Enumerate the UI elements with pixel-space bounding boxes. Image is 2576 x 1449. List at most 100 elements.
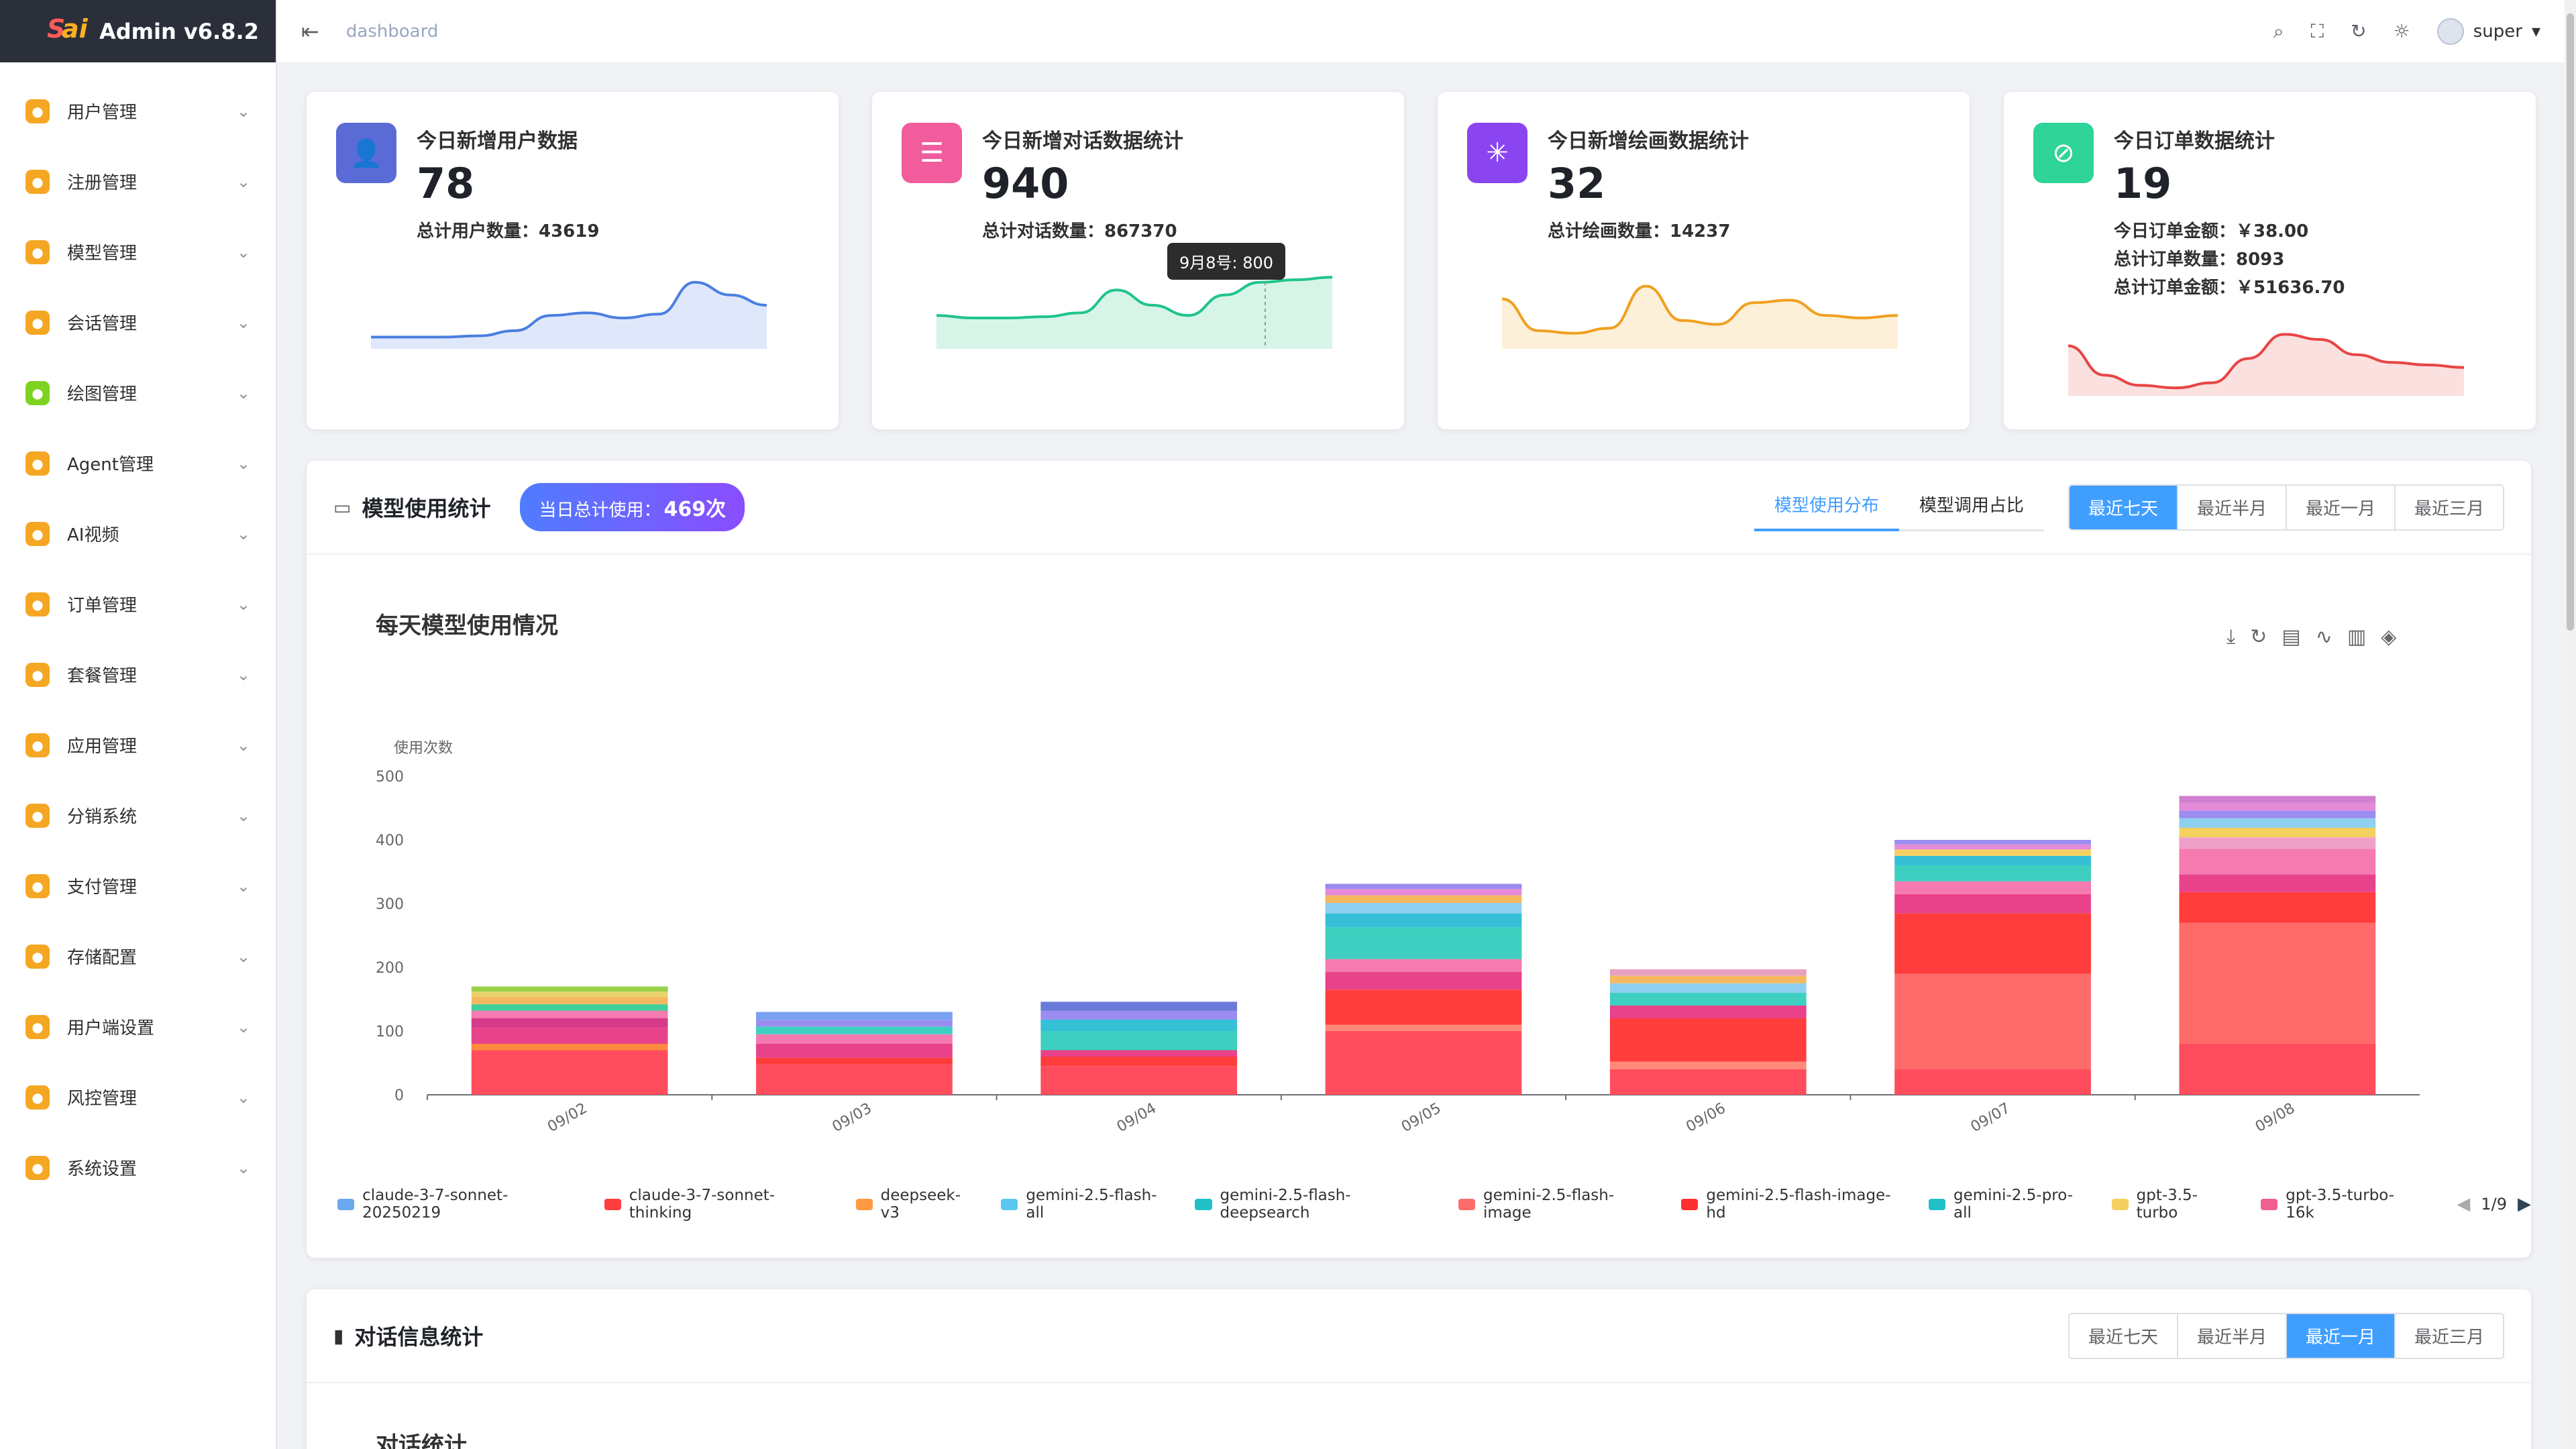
- bar-segment: [1609, 975, 1807, 983]
- distribution-icon: ●: [25, 803, 50, 828]
- stat-card: ☰ 今日新增对话数据统计 940 总计对话数量：867370 9月8号: 800: [872, 92, 1404, 429]
- tab-model-ratio[interactable]: 模型调用占比: [1919, 495, 2024, 516]
- x-tick-label: 09/08: [2253, 1100, 2298, 1136]
- stat-sub-value: 总计订单金额：￥51636.70: [2114, 278, 2345, 298]
- data-view-icon[interactable]: ▤: [2282, 625, 2301, 649]
- x-tick-label: 09/03: [829, 1100, 874, 1136]
- sidebar-item[interactable]: ● 存储配置 ⌄: [0, 921, 276, 991]
- legend-item[interactable]: gpt-3.5-turbo: [2111, 1187, 2236, 1222]
- range-3-months[interactable]: 最近三月: [2395, 485, 2503, 529]
- sidebar-item[interactable]: ● 套餐管理 ⌄: [0, 639, 276, 710]
- sidebar-item[interactable]: ● 应用管理 ⌄: [0, 710, 276, 780]
- dialog-chart-title: 对话统计: [376, 1432, 467, 1449]
- sidebar-item[interactable]: ● 注册管理 ⌄: [0, 146, 276, 217]
- restore-icon[interactable]: ↻: [2250, 625, 2267, 649]
- legend-item[interactable]: gemini-2.5-flash-image: [1458, 1187, 1656, 1222]
- sidebar-item[interactable]: ● 用户管理 ⌄: [0, 76, 276, 146]
- sidebar-item-label: 风控管理: [67, 1089, 138, 1109]
- sidebar-item[interactable]: ● 支付管理 ⌄: [0, 851, 276, 921]
- bar-chart-icon[interactable]: ▥: [2347, 625, 2367, 649]
- collapse-sidebar-icon[interactable]: ⇤: [301, 18, 319, 44]
- bar-segment: [1894, 1069, 2091, 1095]
- line-chart-icon[interactable]: ∿: [2315, 625, 2332, 649]
- sidebar-item-label: 支付管理: [67, 877, 138, 898]
- sidebar-item[interactable]: ● AI视频 ⌄: [0, 498, 276, 569]
- dialog-range-half-month[interactable]: 最近半月: [2178, 1313, 2287, 1358]
- sidebar-item[interactable]: ● 分销系统 ⌄: [0, 780, 276, 851]
- dialog-range-3-months[interactable]: 最近三月: [2395, 1313, 2503, 1358]
- paint-icon: ●: [25, 380, 50, 405]
- sidebar-item[interactable]: ● 系统设置 ⌄: [0, 1132, 276, 1203]
- legend-item[interactable]: claude-3-7-sonnet-20250219: [337, 1187, 579, 1222]
- bar-segment: [2179, 796, 2376, 803]
- video-icon: ●: [25, 521, 50, 546]
- dialog-stats-header: ▮ 对话信息统计 最近七天 最近半月 最近一月 最近三月: [307, 1289, 2531, 1383]
- bar-segment: [1325, 1024, 1522, 1031]
- bar-segment: [1894, 913, 2091, 974]
- legend-item[interactable]: gemini-2.5-flash-all: [1001, 1187, 1169, 1222]
- bar-segment: [1609, 1006, 1807, 1018]
- legend-item[interactable]: claude-3-7-sonnet-thinking: [604, 1187, 830, 1222]
- sidebar-item[interactable]: ● 用户端设置 ⌄: [0, 991, 276, 1062]
- user-menu[interactable]: super ▾: [2436, 17, 2540, 45]
- bar-segment: [1894, 894, 2091, 914]
- bar-segment: [2179, 849, 2376, 875]
- client-settings-icon: ●: [25, 1014, 50, 1039]
- chevron-down-icon: ⌄: [236, 383, 250, 402]
- sparkline-area: [2068, 334, 2464, 396]
- sidebar-item-label: 订单管理: [67, 596, 138, 616]
- sidebar-item-label: 绘图管理: [67, 384, 138, 405]
- sidebar-item[interactable]: ● 会话管理 ⌄: [0, 287, 276, 358]
- sidebar-item-label: 应用管理: [67, 737, 138, 757]
- fullscreen-icon[interactable]: ⛶: [2310, 19, 2324, 42]
- bar-segment: [1040, 1002, 1238, 1011]
- tab-model-distribution[interactable]: 模型使用分布: [1754, 484, 1899, 531]
- bar-segment: [756, 1057, 953, 1065]
- x-tick-label: 09/04: [1114, 1100, 1159, 1136]
- stack-icon[interactable]: ◈: [2381, 625, 2397, 649]
- sparkline-area: [1502, 286, 1898, 349]
- bar-segment: [2179, 892, 2376, 923]
- dialog-range-1-month[interactable]: 最近一月: [2286, 1313, 2396, 1358]
- package-icon: ●: [25, 662, 50, 687]
- bar-segment: [756, 1064, 953, 1095]
- legend-item[interactable]: gemini-2.5-flash-image-hd: [1681, 1187, 1903, 1222]
- refresh-icon[interactable]: ↻: [2351, 20, 2367, 42]
- download-icon[interactable]: ⤓: [2226, 625, 2236, 649]
- sidebar-item[interactable]: ● 绘图管理 ⌄: [0, 358, 276, 428]
- legend-swatch: [1458, 1198, 1476, 1210]
- legend-item[interactable]: deepseek-v3: [855, 1187, 976, 1222]
- legend-prev-icon[interactable]: ◀: [2457, 1194, 2471, 1214]
- sidebar-item[interactable]: ● 模型管理 ⌄: [0, 217, 276, 287]
- legend-next-icon[interactable]: ▶: [2517, 1194, 2531, 1214]
- stat-value: 940: [982, 159, 1069, 208]
- sidebar-item[interactable]: ● Agent管理 ⌄: [0, 428, 276, 498]
- range-7-days[interactable]: 最近七天: [2069, 485, 2178, 529]
- range-1-month[interactable]: 最近一月: [2286, 485, 2396, 529]
- bar-segment: [756, 1020, 953, 1027]
- bar-segment: [1609, 1018, 1807, 1062]
- avatar: [2436, 17, 2464, 45]
- legend-item[interactable]: gemini-2.5-flash-deepsearch: [1195, 1187, 1433, 1222]
- breadcrumb[interactable]: dashboard: [345, 21, 439, 42]
- storage-icon: ●: [25, 944, 50, 969]
- legend-item[interactable]: gemini-2.5-pro-all: [1928, 1187, 2086, 1222]
- dialog-range-7-days[interactable]: 最近七天: [2069, 1313, 2178, 1358]
- page-scrollbar[interactable]: [2565, 0, 2576, 1449]
- range-half-month[interactable]: 最近半月: [2178, 485, 2287, 529]
- sidebar-item[interactable]: ● 订单管理 ⌄: [0, 569, 276, 639]
- legend-swatch: [855, 1198, 873, 1210]
- sparkline-area: [936, 277, 1332, 349]
- sidebar-item[interactable]: ● 风控管理 ⌄: [0, 1062, 276, 1132]
- legend-swatch: [1001, 1198, 1018, 1210]
- theme-sun-icon[interactable]: ☼: [2393, 20, 2410, 42]
- bar-segment: [1040, 1057, 1238, 1067]
- scrollbar-thumb[interactable]: [2567, 13, 2574, 631]
- legend-item[interactable]: gpt-3.5-turbo-16k: [2261, 1187, 2418, 1222]
- model-usage-panel: ▭ 模型使用统计 当日总计使用： 469次 模型使用分布 模型调用占比 最近七天 …: [307, 461, 2531, 1258]
- chevron-down-icon: ⌄: [236, 172, 250, 191]
- chat-icon: ●: [25, 310, 50, 335]
- search-icon[interactable]: ⌕: [2273, 19, 2284, 42]
